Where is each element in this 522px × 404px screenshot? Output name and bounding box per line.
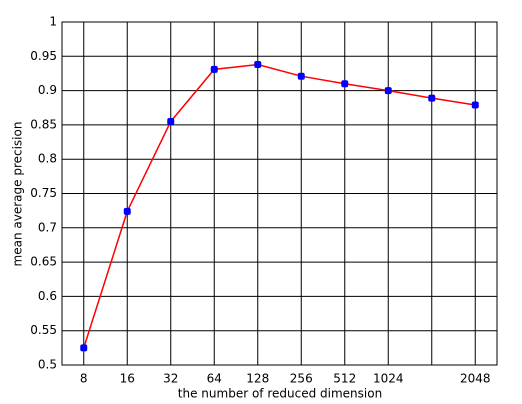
plot-frame [61, 21, 498, 366]
x-tick-label: 256 [290, 372, 313, 386]
y-tick-label: 0.6 [38, 289, 57, 303]
y-tick-label: 0.85 [30, 117, 57, 131]
point [297, 72, 305, 80]
point [80, 344, 88, 352]
x-axis-label: the number of reduced dimension [178, 387, 382, 401]
point [428, 94, 436, 102]
series-line [83, 63, 476, 349]
x-tick-label: 8 [80, 372, 88, 386]
y-tick-label: 0.7 [38, 220, 57, 234]
y-tick-label: 0.8 [38, 152, 57, 166]
point [123, 207, 131, 215]
point [210, 65, 218, 73]
point [167, 117, 175, 125]
y-axis-label: mean average precision [11, 122, 25, 267]
x-tick-label: 2048 [460, 372, 491, 386]
x-tick-label: 16 [120, 372, 135, 386]
y-tick-label: 0.9 [38, 83, 57, 97]
point [341, 80, 349, 88]
y-tick-label: 0.5 [38, 358, 57, 372]
y-tick-label: 0.65 [30, 255, 57, 269]
x-tick-label: 512 [333, 372, 356, 386]
x-tick-label: 1024 [373, 372, 404, 386]
x-tick-label: 128 [246, 372, 269, 386]
point [471, 101, 479, 109]
y-tick-label: 0.95 [30, 49, 57, 63]
y-tick-label: 0.55 [30, 323, 57, 337]
x-tick-label: 64 [207, 372, 222, 386]
x-tick-label: 32 [163, 372, 178, 386]
point [384, 87, 392, 95]
point [254, 61, 262, 69]
y-tick-label: 1 [49, 15, 57, 29]
y-tick-label: 0.75 [30, 186, 57, 200]
